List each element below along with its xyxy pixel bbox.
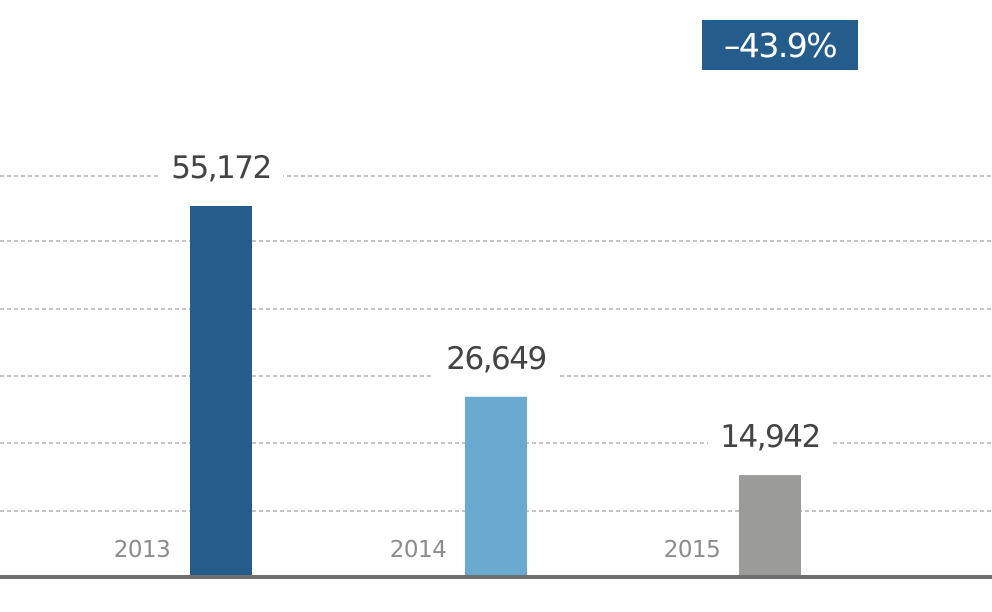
bars bbox=[190, 206, 801, 575]
value-label-background bbox=[708, 413, 832, 458]
category-label-2015: 2015 bbox=[664, 537, 721, 563]
bar-2014 bbox=[465, 396, 527, 575]
value-label-2013: 55,172 bbox=[171, 150, 270, 186]
value-label-background bbox=[159, 144, 283, 188]
value-label-2015: 14,942 bbox=[720, 419, 819, 455]
change-badge-text: –43.9% bbox=[723, 25, 838, 65]
category-label-2014: 2014 bbox=[390, 537, 447, 563]
bar-2015 bbox=[739, 475, 801, 575]
value-label-2014: 26,649 bbox=[446, 341, 545, 377]
change-badge: –43.9% bbox=[702, 20, 858, 70]
value-label-background bbox=[434, 334, 558, 379]
bar-2013 bbox=[190, 206, 252, 575]
labels: 55,172 2013 26,649 2014 14,942 2015 bbox=[114, 144, 832, 563]
category-label-2013: 2013 bbox=[114, 537, 171, 563]
